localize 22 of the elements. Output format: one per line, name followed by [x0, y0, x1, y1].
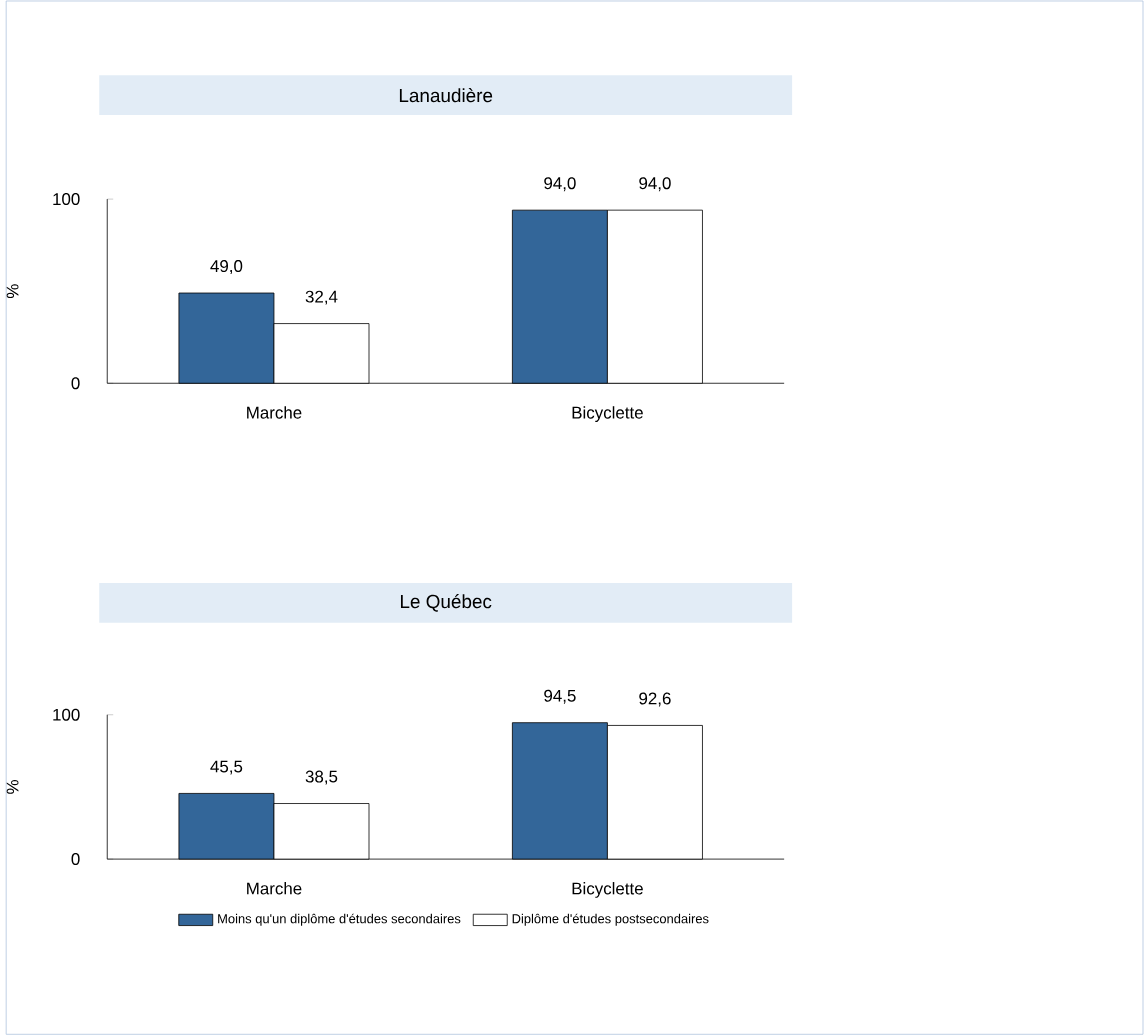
- data-label: 49,0: [210, 259, 243, 274]
- x-tick-label: Bicyclette: [572, 881, 643, 898]
- x-tick-label: Bicyclette: [572, 406, 643, 422]
- y-tick-label: 100: [53, 192, 80, 205]
- chart-title: Le Québec: [400, 593, 492, 612]
- data-label: 94,5: [544, 689, 576, 704]
- legend-label: Diplôme d'études postsecondaires: [512, 913, 709, 926]
- y-axis-title: %: [6, 779, 19, 794]
- y-axis-title: %: [6, 284, 19, 298]
- y-tick-label: 0: [71, 377, 80, 390]
- y-tick-label: 100: [53, 708, 80, 721]
- data-label: 38,5: [305, 770, 338, 785]
- x-tick-label: Marche: [247, 881, 302, 895]
- y-tick-label: 0: [71, 852, 80, 865]
- data-label: 94,0: [639, 177, 671, 192]
- data-label: 32,4: [305, 290, 338, 305]
- legend-label: Moins qu'un diplôme d'études secondaires: [218, 913, 461, 926]
- chart-title: Lanaudière: [399, 87, 493, 103]
- x-tick-label: Marche: [247, 406, 302, 419]
- data-label: 45,5: [210, 760, 243, 775]
- data-label: 92,6: [639, 692, 671, 707]
- data-label: 94,0: [544, 177, 576, 192]
